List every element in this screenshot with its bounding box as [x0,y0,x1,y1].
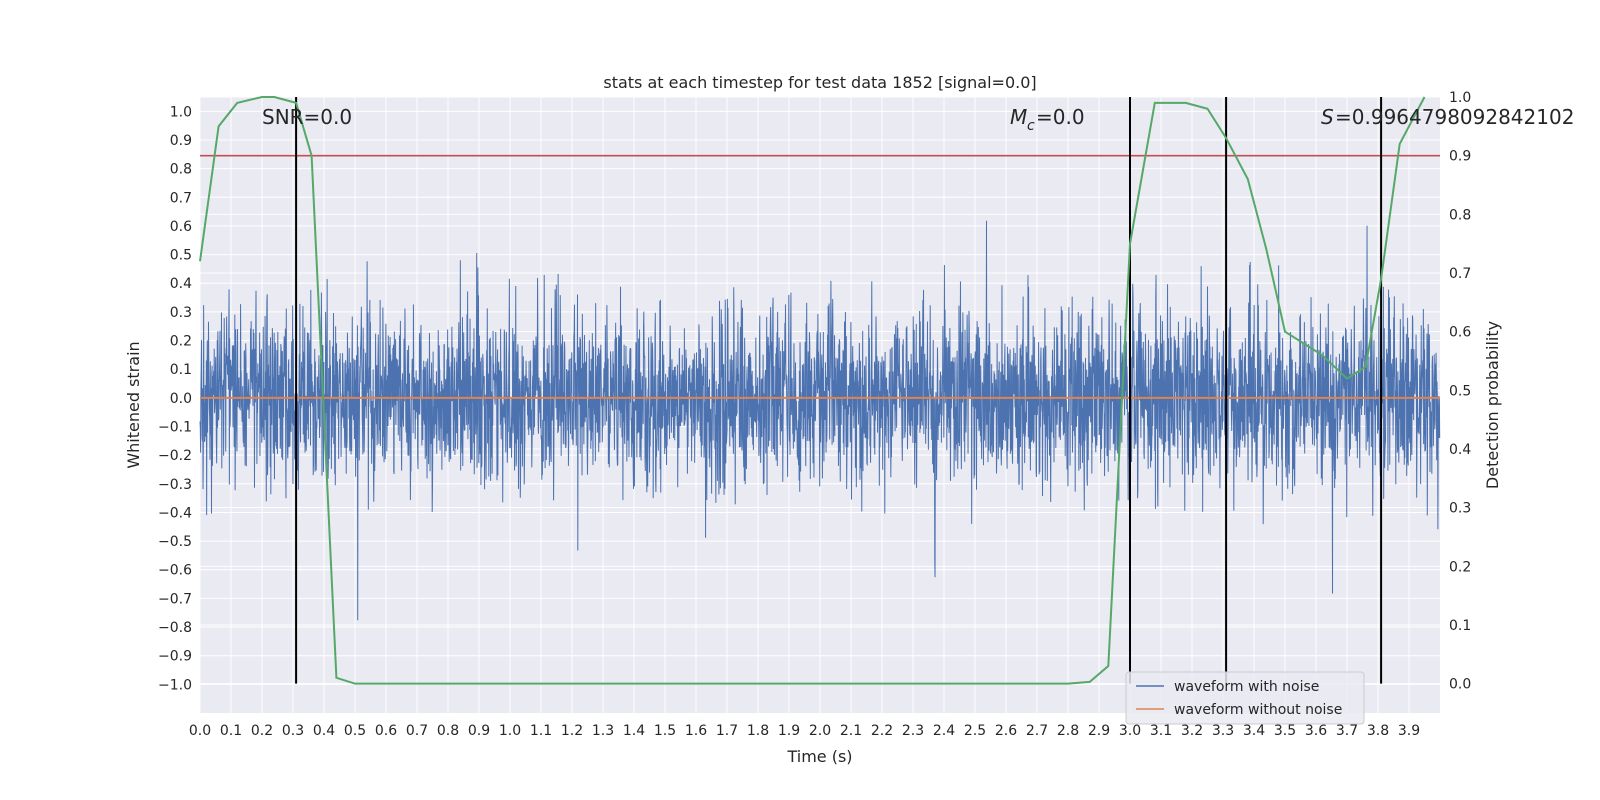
legend-label-clean: waveform without noise [1174,702,1342,718]
x-tick-label-14: 1.4 [623,723,645,739]
legend-box [1125,671,1365,725]
s-annotation: S =0.9964798092842102 [1321,105,1574,129]
x-tick-label-25: 2.5 [964,723,986,739]
y2-tick-label-9: 0.1 [1449,618,1471,634]
y2-tick-label-0: 1.0 [1449,90,1471,106]
y-tick-label-16: −0.6 [158,563,192,579]
x-tick-label-7: 0.7 [406,723,428,739]
y-tick-label-20: −1.0 [158,677,192,693]
x-tick-label-35: 3.5 [1274,723,1296,739]
x-tick-label-6: 0.6 [375,723,397,739]
x-tick-label-33: 3.3 [1212,723,1234,739]
y-tick-label-6: 0.4 [170,276,192,292]
x-tick-label-26: 2.6 [995,723,1017,739]
x-tick-label-29: 2.9 [1088,723,1110,739]
x-tick-label-10: 1.0 [499,723,521,739]
x-tick-label-5: 0.5 [344,723,366,739]
y2-tick-label-8: 0.2 [1449,559,1471,575]
y-tick-label-7: 0.3 [170,305,192,321]
svg-text:S: S [1321,105,1334,129]
svg-text:c: c [1027,118,1035,134]
x-tick-label-16: 1.6 [685,723,707,739]
x-tick-label-23: 2.3 [902,723,924,739]
x-tick-label-28: 2.8 [1057,723,1079,739]
x-tick-label-20: 2.0 [809,723,831,739]
y2-tick-label-7: 0.3 [1449,501,1471,517]
y-tick-label-13: −0.3 [158,477,192,493]
y2-tick-label-2: 0.8 [1449,207,1471,223]
x-tick-label-4: 0.4 [313,723,335,739]
y2-tick-label-10: 0.0 [1449,677,1471,693]
y-tick-label-2: 0.8 [170,162,192,178]
y-tick-label-18: −0.8 [158,620,192,636]
y-tick-label-4: 0.6 [170,219,192,235]
x-tick-label-18: 1.8 [747,723,769,739]
x-tick-label-36: 3.6 [1305,723,1327,739]
y-tick-label-17: −0.7 [158,591,192,607]
y2-tick-label-5: 0.5 [1449,383,1471,399]
x-tick-label-12: 1.2 [561,723,583,739]
y2-tick-label-4: 0.6 [1449,325,1471,341]
y2-axis-title: Detection probability [1483,321,1502,489]
x-tick-label-39: 3.9 [1398,723,1420,739]
y2-ticks: 1.0 0.9 0.8 0.7 0.6 0.5 0.4 0.3 0.2 0.1 0.0 [1449,90,1471,693]
legend-label-noise: waveform with noise [1174,679,1319,695]
y-tick-label-11: −0.1 [158,419,192,435]
x-tick-label-34: 3.4 [1243,723,1265,739]
y-tick-label-14: −0.4 [158,505,192,521]
mc-annotation: M c =0.0 [1010,105,1085,134]
snr-annotation: SNR=0.0 [262,105,352,129]
x-tick-label-9: 0.9 [468,723,490,739]
y-ticks: 1.0 0.9 0.8 0.7 0.6 0.5 0.4 0.3 0.2 0.1 0.0 −0.1 −0.… [158,104,192,693]
y2-tick-label-1: 0.9 [1449,149,1471,165]
y2-tick-label-3: 0.7 [1449,266,1471,282]
x-tick-label-37: 3.7 [1336,723,1358,739]
x-ticks: 0.0 0.1 0.2 0.3 0.4 0.5 0.6 0.7 0.8 0.9 1.0 1.1 1.2 1… [189,723,1420,739]
y-tick-label-10: 0.0 [170,391,192,407]
y-tick-label-3: 0.7 [170,190,192,206]
chart-title: stats at each timestep for test data 185… [603,73,1036,92]
x-tick-label-27: 2.7 [1026,723,1048,739]
x-tick-label-2: 0.2 [251,723,273,739]
probability-series [199,96,1426,685]
noise-series [199,220,1441,621]
y-tick-label-5: 0.5 [170,248,192,264]
x-tick-label-0: 0.0 [189,723,211,739]
x-tick-label-21: 2.1 [840,723,862,739]
y2-tick-label-6: 0.4 [1449,442,1471,458]
x-tick-label-32: 3.2 [1181,723,1203,739]
y-tick-label-12: −0.2 [158,448,192,464]
x-tick-label-22: 2.2 [871,723,893,739]
reference-lines [200,97,1440,684]
y-tick-label-8: 0.2 [170,334,192,350]
y-tick-label-9: 0.1 [170,362,192,378]
y-tick-label-1: 0.9 [170,133,192,149]
x-tick-label-11: 1.1 [530,723,552,739]
x-tick-label-1: 0.1 [220,723,242,739]
y-tick-label-19: −0.9 [158,649,192,665]
x-tick-label-38: 3.8 [1367,723,1389,739]
x-tick-label-19: 1.9 [778,723,800,739]
x-tick-label-15: 1.5 [654,723,676,739]
x-tick-label-31: 3.1 [1150,723,1172,739]
noise-waveform-line [199,220,1441,621]
x-tick-label-24: 2.4 [933,723,955,739]
y-axis-title: Whitened strain [124,341,143,468]
legend: waveform with noise waveform without noi… [1125,671,1365,725]
svg-text:=0.9964798092842102: =0.9964798092842102 [1335,105,1574,129]
x-axis-title: Time (s) [786,747,852,766]
y-tick-label-0: 1.0 [170,104,192,120]
x-tick-label-17: 1.7 [716,723,738,739]
svg-text:=0.0: =0.0 [1036,105,1085,129]
svg-text:M: M [1010,105,1027,129]
x-tick-label-13: 1.3 [592,723,614,739]
x-tick-label-8: 0.8 [437,723,459,739]
y-tick-label-15: −0.5 [158,534,192,550]
x-tick-label-30: 3.0 [1119,723,1141,739]
x-tick-label-3: 0.3 [282,723,304,739]
